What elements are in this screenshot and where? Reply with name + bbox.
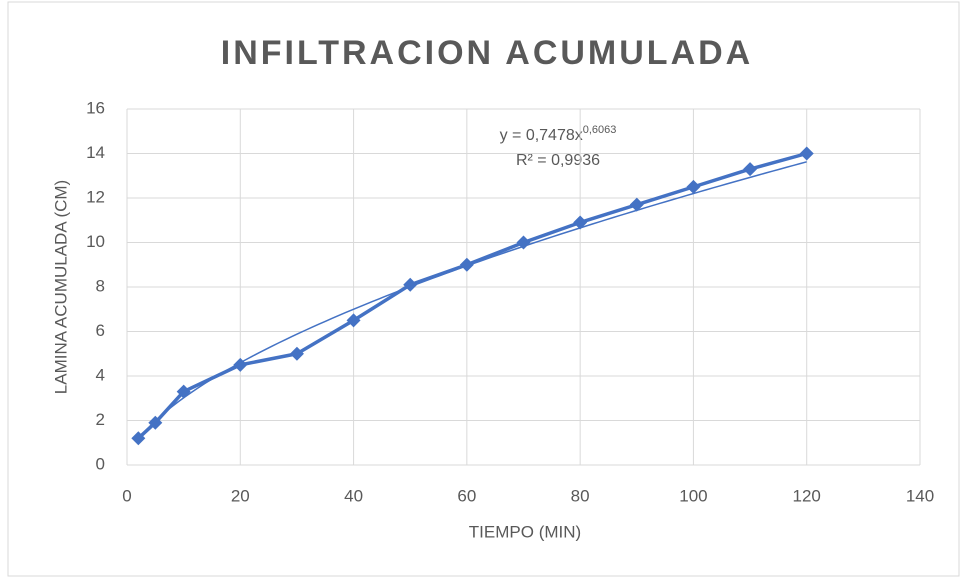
marker — [743, 162, 758, 177]
x-tick-label: 20 — [231, 486, 250, 505]
x-tick-label: 120 — [793, 486, 821, 505]
trend-equation-main: y = 0,7478x — [500, 127, 583, 144]
x-tick-label: 140 — [906, 486, 934, 505]
marker — [148, 415, 163, 430]
y-tick-label: 0 — [96, 454, 105, 473]
series-line — [137, 151, 808, 440]
y-tick-label: 12 — [86, 187, 105, 206]
x-tick-label: 80 — [571, 486, 590, 505]
y-tick-label: 16 — [86, 98, 105, 117]
y-tick-label: 14 — [86, 143, 105, 162]
marker — [346, 313, 361, 328]
x-tick-label: 100 — [679, 486, 707, 505]
y-tick-label: 2 — [96, 410, 105, 429]
marker — [629, 197, 644, 212]
marker — [516, 235, 531, 250]
marker — [176, 384, 191, 399]
marker — [233, 357, 248, 372]
y-tick-label: 6 — [96, 321, 105, 340]
x-tick-label: 0 — [122, 486, 131, 505]
marker — [289, 346, 304, 361]
x-tick-label: 40 — [344, 486, 363, 505]
trend-equation: y = 0,7478x0,6063 — [500, 124, 617, 144]
chart-frame — [7, 1, 960, 577]
y-axis-label: LAMINA ACUMULADA (CM) — [51, 180, 70, 394]
marker — [403, 277, 418, 292]
trend-equation-exponent: 0,6063 — [583, 124, 617, 136]
chart-title: INFILTRACION ACUMULADA — [221, 34, 754, 72]
y-tick-label: 8 — [96, 276, 105, 295]
x-axis-label: TIEMPO (MIN) — [469, 522, 581, 541]
trend-r-squared: R² = 0,9936 — [516, 152, 600, 169]
marker — [131, 431, 146, 446]
marker — [459, 257, 474, 272]
x-tick-label: 60 — [457, 486, 476, 505]
marker — [573, 215, 588, 230]
y-tick-label: 10 — [86, 232, 105, 251]
y-tick-label: 4 — [96, 365, 105, 384]
marker — [686, 179, 701, 194]
marker — [799, 146, 814, 161]
